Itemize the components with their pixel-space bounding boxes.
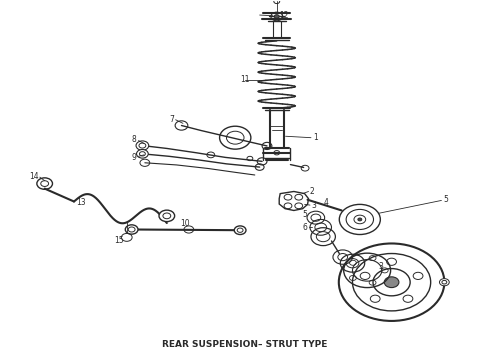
Text: 3: 3 xyxy=(378,262,383,271)
Circle shape xyxy=(136,141,149,150)
Circle shape xyxy=(37,178,52,189)
Text: 7: 7 xyxy=(169,114,174,123)
Circle shape xyxy=(125,225,138,234)
Text: 10: 10 xyxy=(180,219,190,228)
Circle shape xyxy=(234,226,246,234)
Text: 3: 3 xyxy=(311,201,316,210)
Text: 15: 15 xyxy=(114,237,124,246)
Text: 2: 2 xyxy=(310,187,314,196)
Text: 5: 5 xyxy=(443,195,448,204)
Circle shape xyxy=(358,218,362,221)
Circle shape xyxy=(440,279,449,286)
Text: 8: 8 xyxy=(132,135,137,144)
Text: 4: 4 xyxy=(323,198,328,207)
Text: 14: 14 xyxy=(29,172,39,181)
Circle shape xyxy=(274,15,279,18)
Text: 1: 1 xyxy=(314,133,318,142)
Text: 5: 5 xyxy=(303,210,308,219)
Text: 12: 12 xyxy=(279,10,289,19)
Text: 6: 6 xyxy=(303,223,308,232)
Text: 13: 13 xyxy=(76,198,86,207)
Circle shape xyxy=(159,210,174,222)
Circle shape xyxy=(384,277,399,288)
Text: REAR SUSPENSION– STRUT TYPE: REAR SUSPENSION– STRUT TYPE xyxy=(162,340,328,349)
Text: 9: 9 xyxy=(132,153,137,162)
Circle shape xyxy=(137,149,148,158)
Text: 11: 11 xyxy=(240,75,249,84)
